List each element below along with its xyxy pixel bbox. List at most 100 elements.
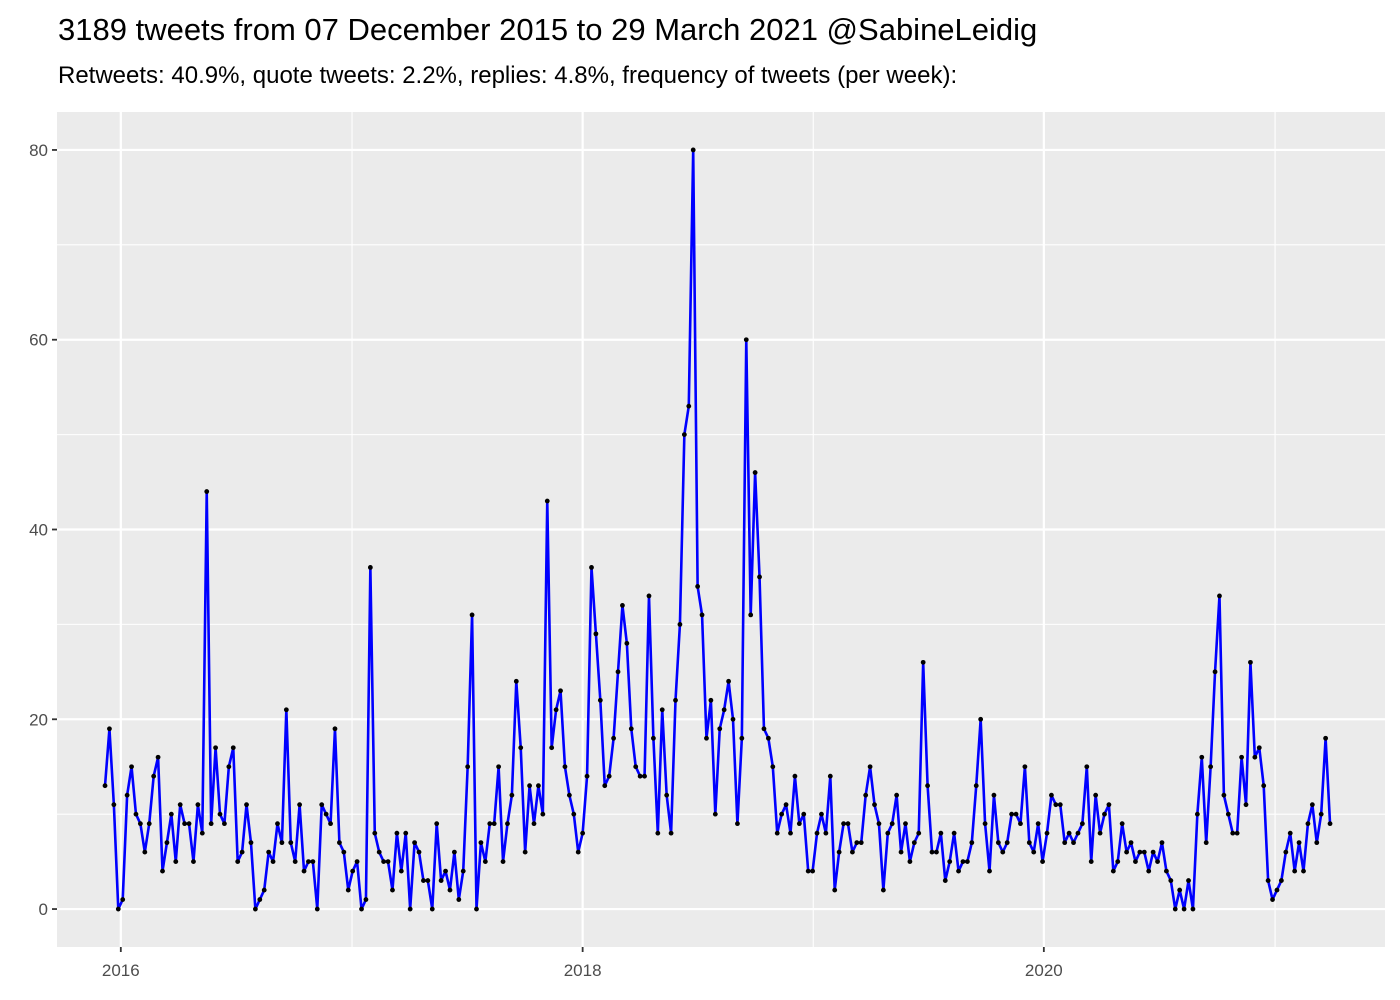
data-point bbox=[956, 868, 961, 874]
data-point bbox=[761, 726, 767, 732]
data-point bbox=[1049, 792, 1054, 798]
data-point bbox=[1084, 764, 1090, 770]
data-point bbox=[323, 811, 329, 817]
data-point bbox=[566, 792, 572, 798]
data-point bbox=[925, 783, 930, 789]
data-point bbox=[1283, 849, 1289, 855]
data-point bbox=[1137, 849, 1143, 855]
data-point bbox=[646, 593, 652, 599]
data-point bbox=[222, 821, 227, 827]
data-point bbox=[841, 821, 846, 827]
data-point bbox=[164, 840, 170, 846]
data-point bbox=[593, 631, 599, 637]
data-point bbox=[1026, 840, 1032, 846]
data-point bbox=[1013, 811, 1019, 817]
data-point bbox=[903, 821, 908, 827]
data-point bbox=[814, 830, 820, 836]
data-point bbox=[1199, 754, 1205, 760]
data-point bbox=[938, 830, 944, 836]
data-point bbox=[451, 849, 457, 855]
data-point bbox=[487, 821, 493, 827]
data-point bbox=[982, 821, 988, 827]
data-point bbox=[1097, 830, 1103, 836]
data-point bbox=[137, 821, 143, 827]
data-point bbox=[717, 726, 723, 732]
data-point bbox=[920, 659, 926, 665]
data-point bbox=[1031, 849, 1037, 855]
data-point bbox=[527, 783, 532, 789]
data-point bbox=[1159, 840, 1165, 846]
data-point bbox=[898, 849, 904, 855]
data-point bbox=[1093, 792, 1099, 798]
data-point bbox=[168, 811, 174, 817]
data-point bbox=[407, 906, 413, 912]
data-point bbox=[597, 697, 603, 703]
data-point bbox=[540, 811, 546, 817]
data-point bbox=[182, 821, 188, 827]
data-points bbox=[102, 147, 1333, 912]
data-point bbox=[474, 906, 479, 912]
data-point bbox=[217, 811, 223, 817]
y-tick-label: 60 bbox=[29, 331, 48, 350]
data-point bbox=[1194, 811, 1200, 817]
data-point bbox=[1314, 840, 1320, 846]
data-point bbox=[730, 716, 736, 722]
data-point bbox=[1256, 745, 1262, 751]
data-point bbox=[306, 859, 311, 864]
data-point bbox=[872, 802, 877, 808]
data-point bbox=[1124, 849, 1129, 855]
data-point bbox=[1261, 783, 1267, 789]
data-point bbox=[191, 859, 196, 864]
data-point bbox=[443, 868, 448, 874]
data-point bbox=[1203, 840, 1209, 846]
data-point bbox=[894, 792, 900, 798]
data-point bbox=[363, 897, 369, 902]
data-point bbox=[1035, 821, 1041, 827]
data-point bbox=[1066, 830, 1072, 836]
data-point bbox=[199, 830, 205, 836]
data-point bbox=[129, 764, 134, 770]
data-point bbox=[1243, 802, 1249, 808]
data-point bbox=[186, 821, 192, 827]
data-point bbox=[1141, 849, 1147, 855]
data-point bbox=[257, 897, 263, 902]
data-point bbox=[261, 887, 267, 893]
data-point bbox=[1022, 764, 1028, 770]
data-point bbox=[973, 783, 979, 789]
data-point bbox=[319, 802, 325, 808]
data-point bbox=[465, 764, 471, 770]
data-point bbox=[1088, 859, 1094, 864]
data-point bbox=[642, 773, 647, 779]
data-point bbox=[1265, 878, 1271, 883]
data-point bbox=[880, 887, 886, 893]
data-point bbox=[434, 821, 440, 827]
data-point bbox=[1062, 840, 1068, 846]
data-point bbox=[385, 859, 391, 864]
data-point bbox=[1155, 859, 1160, 864]
data-point bbox=[332, 726, 338, 732]
data-point bbox=[1296, 840, 1302, 846]
data-point bbox=[721, 707, 727, 713]
data-point bbox=[832, 887, 838, 893]
data-point bbox=[942, 878, 948, 883]
data-point bbox=[1305, 821, 1311, 827]
data-point bbox=[929, 849, 935, 855]
data-point bbox=[947, 859, 953, 864]
data-point bbox=[735, 821, 740, 827]
data-point bbox=[1000, 849, 1006, 855]
data-point bbox=[889, 821, 895, 827]
data-point bbox=[367, 565, 373, 570]
data-point bbox=[677, 621, 683, 627]
data-point bbox=[712, 811, 718, 817]
data-point bbox=[1075, 830, 1081, 836]
data-point bbox=[1190, 906, 1196, 912]
data-point bbox=[1040, 859, 1045, 864]
data-point bbox=[102, 783, 108, 789]
data-point bbox=[482, 859, 488, 864]
data-point bbox=[1221, 792, 1227, 798]
data-point bbox=[562, 764, 568, 770]
data-point bbox=[739, 735, 745, 741]
x-tick-label: 2020 bbox=[1025, 961, 1063, 980]
y-axis: 0 20 40 60 80 bbox=[29, 141, 57, 919]
